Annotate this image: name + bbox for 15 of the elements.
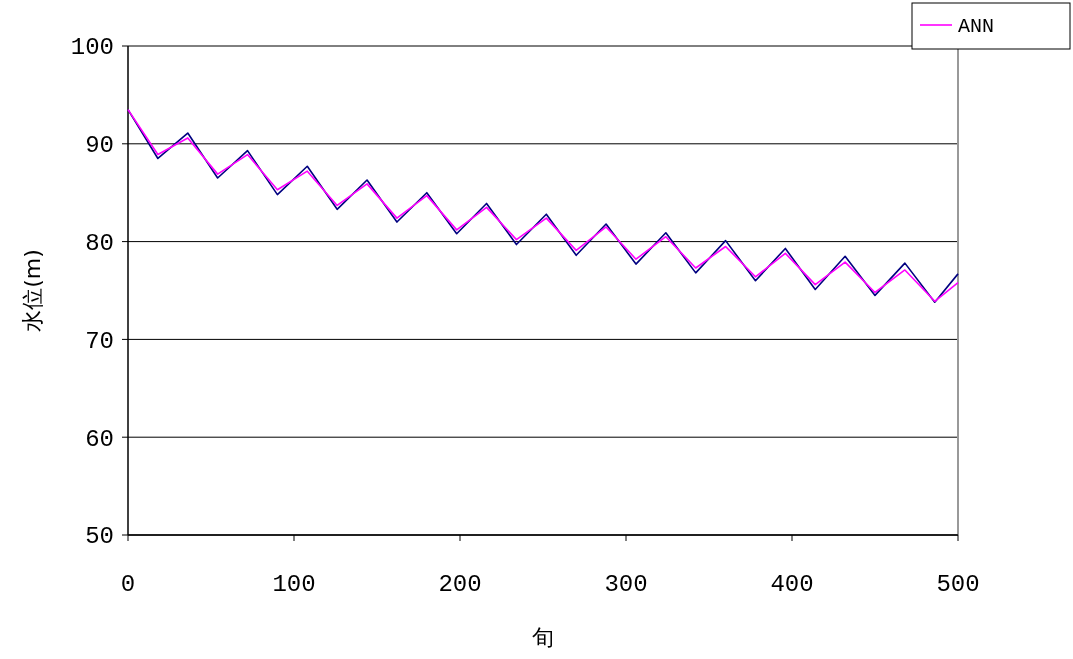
y-tick-label: 70 [85,327,114,355]
y-axis-title: 水位(m) [20,249,45,332]
x-tick-label: 100 [272,571,316,598]
x-tick-label: 200 [438,571,482,598]
y-tick-label: 90 [85,132,114,160]
legend-label: ANN [958,15,995,38]
x-tick-label: 300 [604,571,648,598]
x-tick-label: 500 [936,571,980,598]
x-tick-label: 0 [120,571,136,598]
x-axis-title: 旬 [532,625,554,650]
y-tick-label: 80 [85,230,114,257]
y-tick-label: 60 [85,425,114,453]
x-tick-label: 400 [770,571,814,598]
y-tick-label: 50 [85,523,114,551]
y-tick-label: 100 [70,34,114,62]
